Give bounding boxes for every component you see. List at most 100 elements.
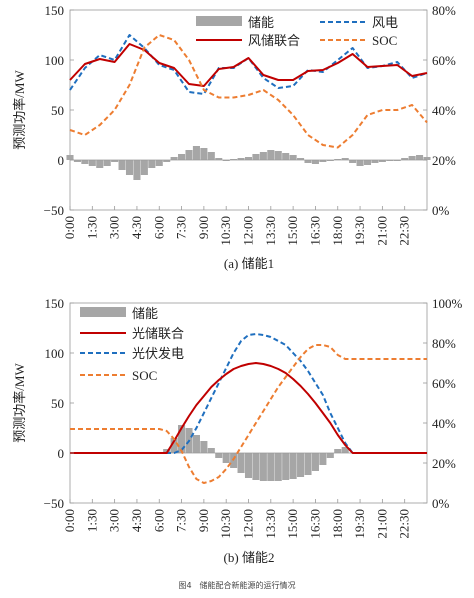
legend-label: 光储联合 (132, 326, 184, 341)
storage-bar (416, 155, 424, 160)
y2-tick-label: 20% (432, 456, 456, 471)
storage-bar (207, 152, 215, 160)
storage-bar (103, 160, 111, 166)
storage-bar (244, 453, 253, 478)
storage-bar (326, 160, 334, 161)
y-axis-label-b: 预测功率/MW (12, 363, 27, 443)
legend-label: 风电 (372, 15, 398, 30)
series-line-soc (70, 344, 427, 484)
y2-tick-label: 60% (432, 53, 456, 68)
y2-tick-label: 40% (432, 416, 456, 431)
storage-bar (252, 154, 260, 160)
legend-swatch-bar (196, 16, 242, 26)
y-tick-label: −50 (44, 203, 64, 218)
storage-bar (178, 154, 186, 160)
storage-bar (222, 453, 230, 463)
storage-bar (349, 160, 357, 163)
storage-bar (125, 160, 134, 175)
storage-bars-b (163, 425, 349, 481)
y2-tick-label: 80% (432, 336, 456, 351)
storage-bar (371, 160, 379, 163)
chart-a: −50 0 50 100 150 0% 20% 40% 60% 80% 0:00 1:30 3:00… (12, 3, 456, 271)
y-tick-label: 0 (58, 446, 65, 461)
storage-bar (386, 160, 394, 161)
storage-bar (81, 160, 89, 164)
storage-bar (267, 453, 275, 481)
x-tick-label: 15:00 (285, 509, 300, 539)
storage-bar (88, 160, 96, 166)
y-ticks-a: −50 0 50 100 150 (44, 3, 74, 218)
storage-bar (319, 160, 327, 162)
subcaption-a: (a) 储能1 (224, 256, 274, 271)
x-tick-label: 15:00 (285, 216, 300, 246)
series-line-generation (70, 333, 427, 454)
storage-bar (259, 453, 267, 481)
x-tick-label: 6:00 (151, 509, 166, 532)
storage-bars-a (66, 146, 431, 180)
storage-bar (96, 160, 104, 168)
y2-tick-label: 60% (432, 376, 456, 391)
storage-bar (148, 160, 156, 168)
storage-bar (267, 150, 275, 160)
x-tick-label: 7:30 (174, 509, 189, 532)
storage-bar (304, 453, 312, 475)
x-tick-label: 0:00 (62, 216, 77, 239)
x-tick-label: 16:30 (307, 216, 322, 246)
storage-bar (423, 157, 431, 160)
storage-bar (274, 453, 282, 481)
x-ticks-b: 0:00 1:30 3:00 4:30 6:00 7:30 9:00 10:30 12:00 13… (62, 499, 412, 539)
storage-bar (341, 158, 349, 160)
series-line-combined (70, 362, 427, 454)
storage-bar (178, 425, 186, 453)
storage-bar (289, 453, 297, 479)
x-tick-label: 13:30 (263, 216, 278, 246)
x-tick-label: 3:00 (107, 216, 122, 239)
x-tick-label: 22:30 (397, 216, 412, 246)
storage-bar (200, 441, 208, 453)
x-tick-label: 0:00 (62, 509, 77, 532)
x-tick-label: 7:30 (174, 216, 189, 239)
y2-ticks-b: 0% 20% 40% 60% 80% 100% (423, 296, 463, 511)
storage-bar (230, 159, 238, 160)
storage-bar (215, 453, 223, 458)
storage-bar (192, 435, 200, 453)
y-tick-label: 150 (45, 3, 65, 18)
storage-bar (282, 153, 290, 160)
y-tick-label: 0 (58, 153, 65, 168)
x-tick-label: 1:30 (84, 509, 99, 532)
y2-tick-label: 40% (432, 103, 456, 118)
x-tick-label: 6:00 (151, 216, 166, 239)
y2-tick-label: 80% (432, 3, 456, 18)
x-tick-label: 4:30 (129, 216, 144, 239)
x-tick-label: 18:00 (330, 509, 345, 539)
y2-tick-label: 0% (432, 496, 450, 511)
storage-bar (311, 453, 319, 471)
storage-bar (252, 453, 260, 480)
storage-bar (155, 160, 163, 166)
storage-bar (363, 160, 372, 165)
storage-bar (222, 160, 230, 161)
x-tick-label: 9:00 (196, 216, 211, 239)
storage-bar (401, 158, 409, 160)
storage-bar (237, 158, 245, 160)
storage-bar (73, 160, 81, 162)
x-tick-label: 10:30 (218, 509, 233, 539)
y-tick-label: 50 (51, 103, 64, 118)
x-tick-label: 21:00 (374, 216, 389, 246)
storage-bar (378, 160, 386, 162)
storage-bar (237, 453, 245, 473)
x-tick-label: 10:30 (218, 216, 233, 246)
y-axis-label-a: 预测功率/MW (12, 70, 27, 150)
storage-bar (133, 160, 141, 180)
figure-caption: 图4 储能配合新能源的运行情况 (178, 580, 295, 590)
series-lines-b (70, 333, 427, 484)
storage-bar (356, 160, 364, 166)
y-ticks-b: −50 0 50 100 150 (44, 296, 74, 511)
x-tick-label: 13:30 (263, 509, 278, 539)
x-tick-label: 1:30 (84, 216, 99, 239)
y-tick-label: 50 (51, 396, 64, 411)
x-tick-label: 12:00 (241, 216, 256, 246)
